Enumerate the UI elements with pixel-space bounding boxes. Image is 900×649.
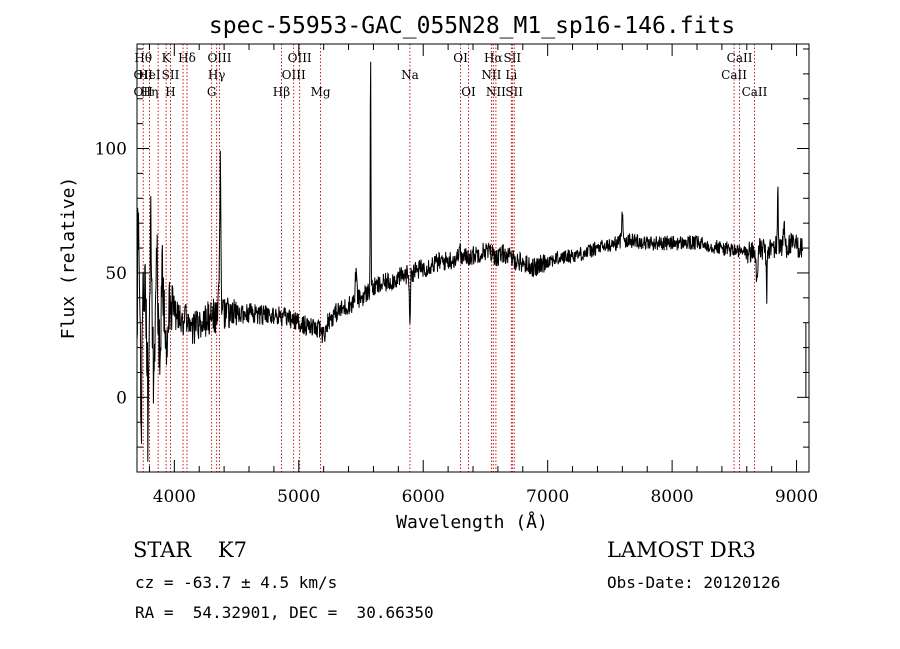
line-label: Hδ: [178, 51, 196, 65]
line-label: NII: [481, 68, 501, 82]
spectrum-line: [136, 61, 804, 462]
line-label: Li: [505, 68, 517, 82]
line-label: Hα: [484, 51, 503, 65]
axis-ticks: [137, 44, 809, 473]
line-label: SII: [505, 85, 523, 99]
survey-label: LAMOST DR3: [607, 538, 756, 562]
line-label: CaII: [727, 51, 753, 65]
line-label: CaII: [721, 68, 747, 82]
line-label: SII: [162, 68, 180, 82]
spectrum-trace: [136, 61, 807, 462]
line-label: OIII: [282, 68, 306, 82]
line-label: OIII: [207, 51, 231, 65]
line-label: H: [165, 85, 175, 99]
observation-date-label: Obs-Date: 20120126: [607, 573, 781, 592]
y-tick-label: 0: [116, 388, 127, 408]
x-tick-label: 6000: [402, 487, 445, 507]
x-tick-labels: 4000 5000 6000 7000 8000 9000: [153, 487, 818, 507]
x-tick-label: 7000: [526, 487, 569, 507]
y-tick-label: 100: [95, 140, 127, 160]
line-label: OI: [453, 51, 468, 65]
line-label: Na: [401, 68, 419, 82]
line-label: Mg: [311, 85, 331, 99]
coordinates-label: RA = 54.32901, DEC = 30.66350: [135, 603, 434, 622]
line-label: Hη: [141, 85, 159, 99]
y-tick-labels: 0 50 100: [95, 140, 127, 409]
x-tick-label: 5000: [277, 487, 320, 507]
line-label: NII: [486, 85, 506, 99]
line-label: CaII: [742, 85, 768, 99]
y-axis-label: Flux (relative): [58, 177, 79, 340]
line-label: K: [162, 51, 172, 65]
y-tick-label: 50: [105, 264, 127, 284]
object-class-label: STAR K7: [133, 538, 247, 562]
redshift-label: cz = -63.7 ± 4.5 km/s: [135, 573, 338, 592]
line-label: OII: [134, 85, 154, 99]
line-label: Hβ: [273, 85, 290, 99]
emission-line-labels: HθOIIOIIHeIHηKSIIHHδGHγOIIIHβOIIIOIIIMgN…: [134, 51, 768, 99]
line-label: OI: [461, 85, 476, 99]
line-label: OIII: [288, 51, 312, 65]
line-label: OII: [134, 68, 154, 82]
line-label: Hθ: [134, 51, 152, 65]
x-tick-label: 9000: [775, 487, 818, 507]
plot-frame: [136, 43, 810, 473]
x-tick-label: 4000: [153, 487, 196, 507]
x-tick-label: 8000: [650, 487, 693, 507]
line-label: Hγ: [208, 68, 226, 82]
chart-title: spec-55953-GAC_055N28_M1_sp16-146.fits: [209, 13, 735, 39]
x-axis-label: Wavelength (Å): [396, 511, 548, 533]
line-label: SII: [503, 51, 521, 65]
line-label: HeI: [138, 68, 161, 82]
line-label: G: [207, 85, 217, 99]
